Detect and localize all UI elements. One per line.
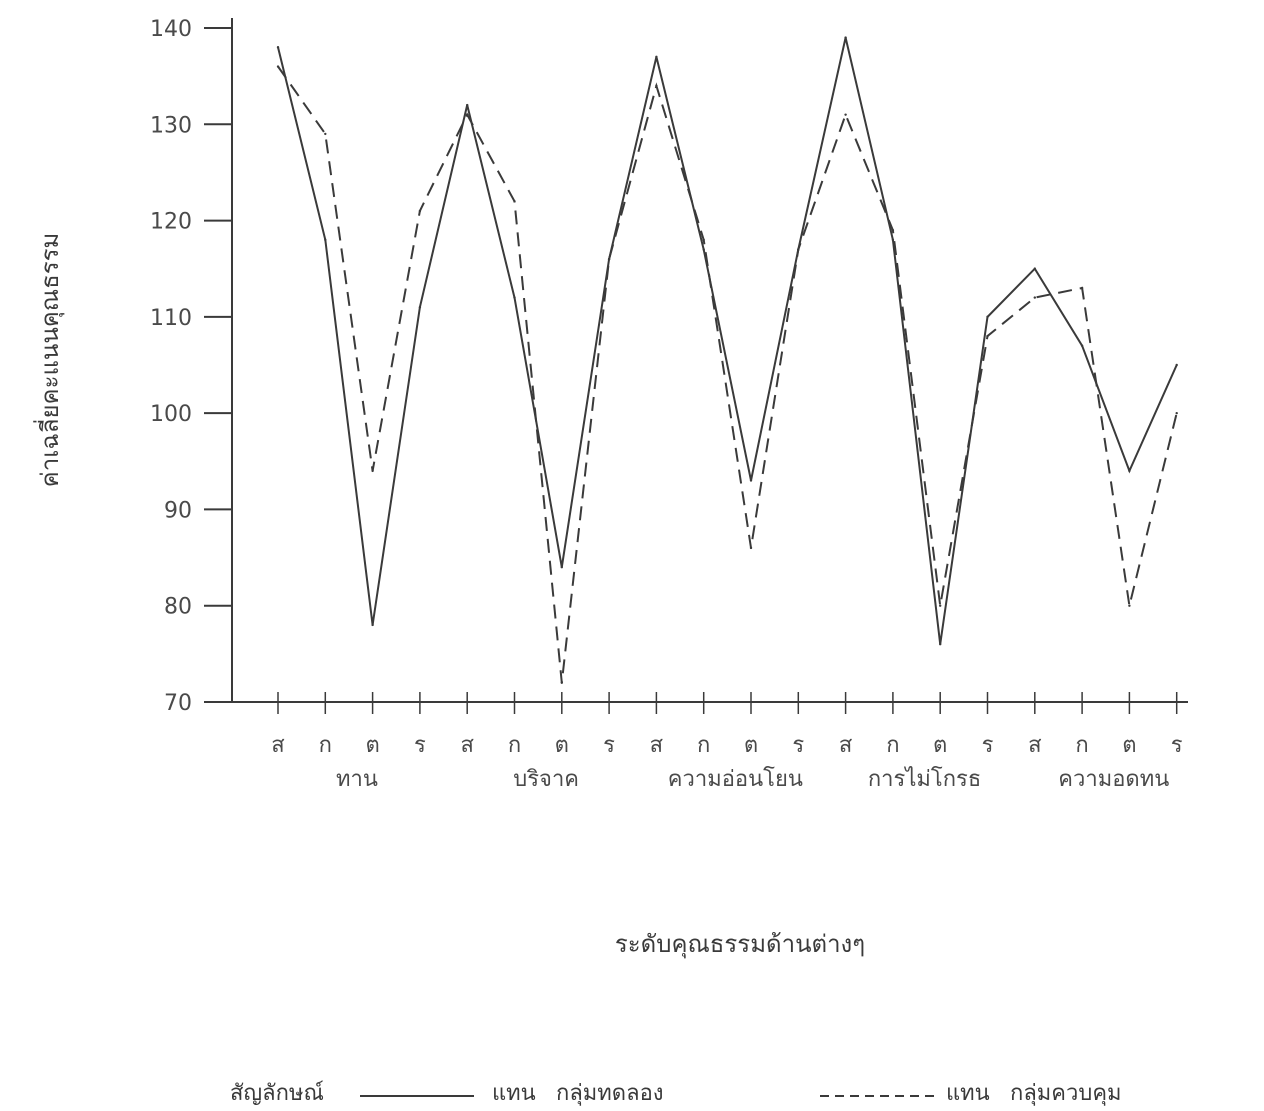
x-tick-label-9: ก — [697, 733, 710, 758]
x-group-label-1: บริจาค — [513, 767, 579, 792]
x-tick-label-18: ต — [1122, 733, 1136, 758]
series-0-point-18 — [1128, 469, 1131, 473]
x-tick-label-17: ก — [1075, 733, 1088, 758]
series-1-point-16 — [1033, 296, 1037, 299]
x-tick-label-16: ส — [1028, 733, 1042, 758]
x-tick-label-12: ส — [839, 733, 853, 758]
series-0-point-1 — [324, 238, 327, 242]
x-tick-label-11: ร — [792, 733, 804, 758]
series-0-point-5 — [513, 296, 516, 299]
series-0-point-17 — [1080, 344, 1084, 347]
x-tick-label-0: ส — [271, 733, 285, 758]
series-0-point-4 — [466, 103, 469, 107]
legend-prefix: สัญลักษณ์ — [230, 1081, 324, 1106]
legend-series-2: กลุ่มควบคุม — [1010, 1081, 1122, 1106]
x-tick-label-14: ต — [933, 733, 947, 758]
x-tick-label-19: ร — [1171, 733, 1183, 758]
series-1-point-15 — [986, 334, 989, 338]
legend-word-2: แทน — [946, 1081, 990, 1106]
series-1-point-4 — [466, 113, 469, 116]
y-tick-label-5: 120 — [150, 210, 192, 235]
y-tick-label-7: 140 — [150, 17, 192, 42]
series-line-0 — [277, 37, 1178, 645]
series-0-point-8 — [655, 55, 658, 59]
y-tick-label-6: 130 — [150, 113, 192, 138]
series-0-point-16 — [1033, 267, 1037, 270]
series-1-point-17 — [1080, 286, 1084, 290]
series-1-point-1 — [324, 132, 327, 136]
legend-word-1: แทน — [492, 1081, 536, 1106]
series-0-point-14 — [939, 643, 942, 646]
series-1-point-12 — [844, 113, 847, 116]
series-0-point-0 — [276, 46, 280, 49]
y-tick-label-4: 110 — [150, 306, 192, 331]
x-tick-label-10: ต — [744, 733, 758, 758]
x-tick-label-15: ร — [982, 733, 994, 758]
series-1-point-5 — [513, 200, 516, 203]
series-1-point-6 — [560, 681, 563, 684]
series-lines — [276, 36, 1178, 684]
legend-series-1: กลุ่มทดลอง — [556, 1081, 664, 1106]
x-group-label-4: ความอดทน — [1058, 767, 1169, 792]
x-tick-label-13: ก — [886, 733, 899, 758]
series-1-point-13 — [891, 229, 895, 232]
x-tick-label-5: ก — [508, 733, 521, 758]
x-tick-label-1: ก — [319, 733, 332, 758]
x-group-label-3: การไม่โกรธ — [868, 766, 981, 792]
y-tick-label-3: 100 — [150, 402, 192, 427]
y-tick-label-1: 80 — [164, 595, 192, 620]
series-1-point-18 — [1128, 604, 1131, 607]
axes — [231, 18, 1188, 703]
series-0-point-2 — [371, 623, 374, 627]
series-0-point-10 — [749, 479, 753, 482]
series-1-point-9 — [702, 238, 705, 242]
series-1-point-2 — [371, 469, 374, 473]
series-1-point-7 — [607, 257, 611, 261]
series-0-point-13 — [891, 238, 895, 242]
series-0-point-15 — [986, 315, 989, 319]
series-line-1 — [277, 65, 1178, 683]
series-0-point-3 — [418, 306, 422, 309]
series-1-point-14 — [939, 604, 942, 607]
x-axis-label: ระดับคุณธรรมด้านต่างๆ — [615, 930, 865, 959]
y-tick-label-2: 90 — [164, 498, 192, 523]
x-tick-label-8: ส — [650, 733, 664, 758]
x-tick-label-7: ร — [603, 733, 615, 758]
x-tick-label-2: ต — [365, 733, 379, 758]
y-tick-label-0: 70 — [164, 691, 192, 716]
x-tick-label-4: ส — [460, 733, 474, 758]
series-1-point-10 — [749, 546, 753, 550]
series-0-point-6 — [560, 566, 563, 569]
series-0-point-19 — [1175, 363, 1178, 367]
x-tick-label-6: ต — [555, 733, 569, 758]
series-1-point-3 — [418, 209, 422, 213]
y-ticks: 70 80 90 100 110 120 130 140 — [150, 17, 232, 716]
y-axis-label: ค่าเฉลี่ยคะแนนคุณธรรม — [33, 233, 65, 488]
x-group-label-0: ทาน — [336, 767, 378, 792]
x-tick-label-3: ร — [414, 733, 426, 758]
series-1-point-8 — [655, 84, 658, 87]
series-1-point-19 — [1175, 411, 1178, 415]
x-group-label-2: ความอ่อนโยน — [668, 766, 803, 792]
series-0-point-12 — [844, 36, 847, 39]
series-0-point-9 — [702, 248, 705, 251]
legend: สัญลักษณ์ แทน กลุ่มทดลอง แทน กลุ่มควบคุม — [230, 1081, 1122, 1106]
series-1-point-11 — [797, 248, 800, 251]
series-1-point-0 — [276, 65, 280, 68]
